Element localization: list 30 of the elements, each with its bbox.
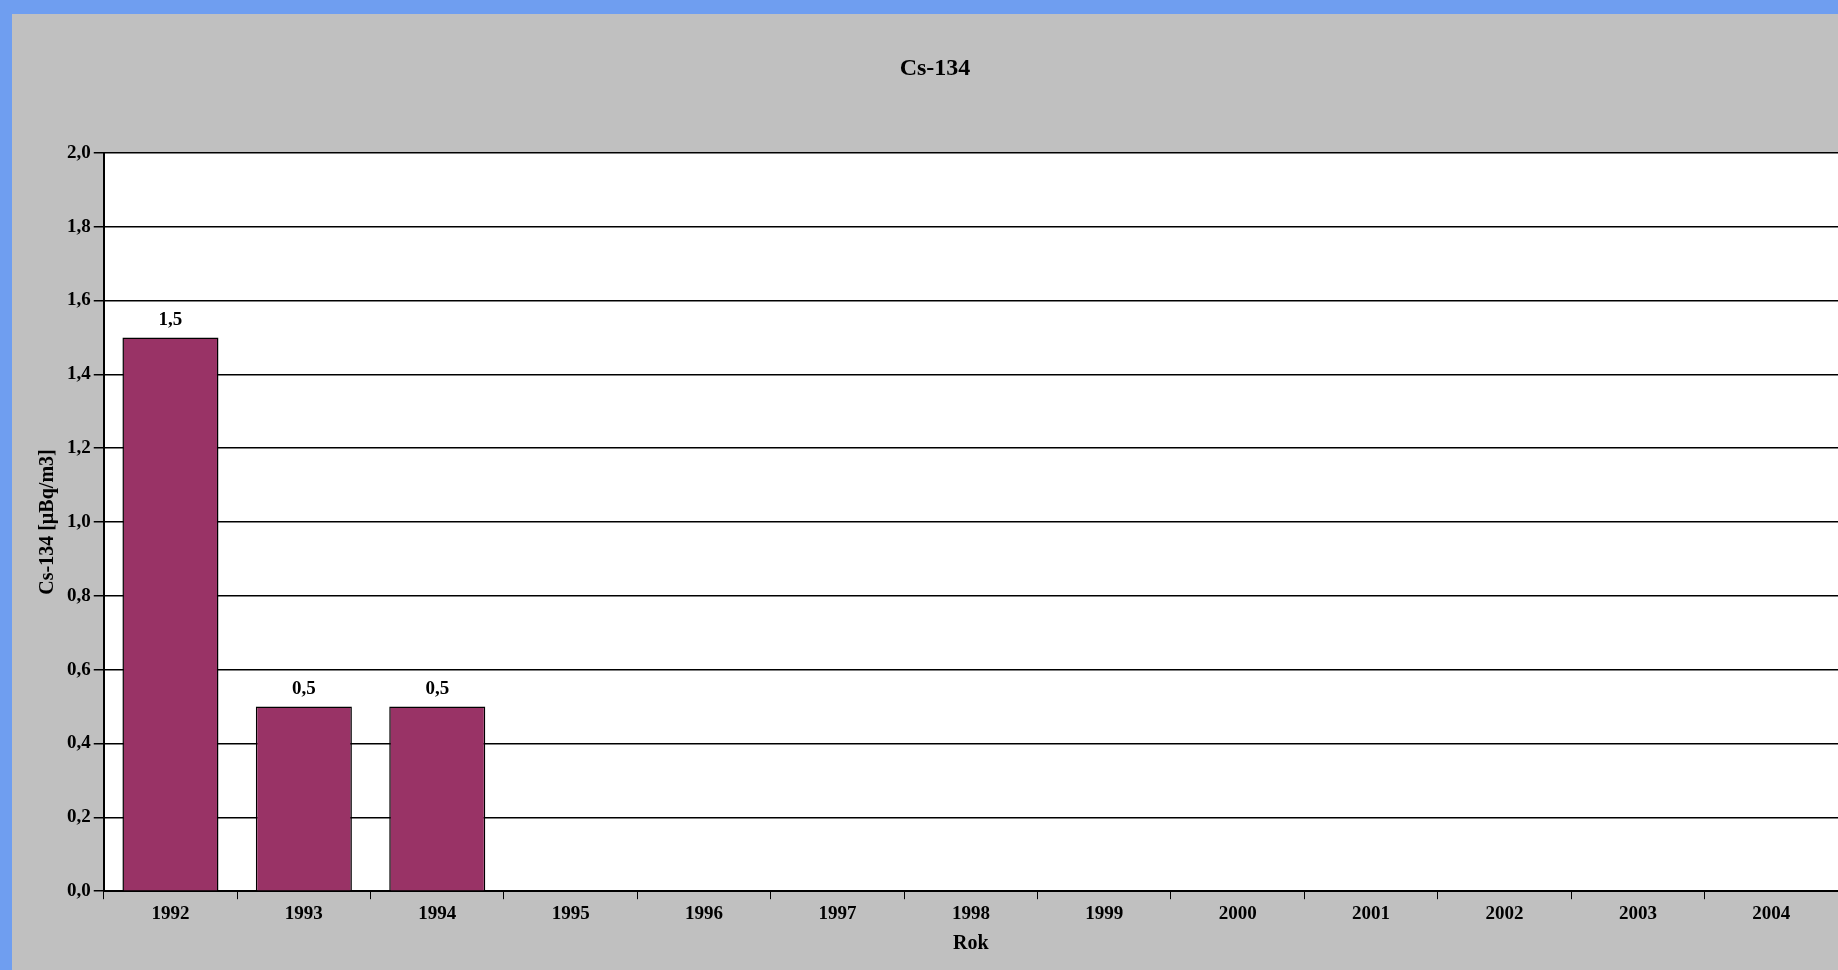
- x-tick-label: 2004: [1752, 901, 1791, 923]
- data-label: 1,5: [158, 307, 183, 329]
- y-tick-label: 1,6: [67, 288, 91, 310]
- y-tick-label: 1,2: [67, 436, 91, 458]
- x-tick-label: 1992: [151, 901, 190, 923]
- y-tick-label: 0,2: [67, 805, 91, 827]
- y-tick-label: 0,4: [67, 731, 92, 753]
- x-tick-label: 1998: [951, 901, 990, 923]
- y-tick-label: 0,6: [67, 657, 91, 679]
- x-tick-label: 1996: [685, 901, 724, 923]
- x-tick-label: 2001: [1352, 901, 1391, 923]
- y-tick-label: 0,0: [67, 879, 91, 901]
- x-tick-label: 1994: [418, 901, 457, 923]
- x-tick-label: 2000: [1218, 901, 1257, 923]
- y-tick-label: 1,0: [67, 509, 91, 531]
- y-axis-title: Cs-134 [µBq/m3]: [35, 449, 59, 595]
- y-tick-label: 0,8: [67, 583, 91, 605]
- x-axis-title: Rok: [953, 931, 990, 954]
- x-tick-label: 1993: [284, 901, 323, 923]
- x-tick-label: 1997: [818, 901, 857, 923]
- y-tick-label: 2,0: [67, 140, 91, 162]
- x-tick-label: 1995: [551, 901, 590, 923]
- chart-title: Cs-134: [899, 53, 971, 80]
- x-tick-label: 2003: [1618, 901, 1657, 923]
- y-tick-label: 1,8: [67, 214, 91, 236]
- data-label: 0,5: [291, 677, 316, 699]
- y-tick-label: 1,4: [67, 362, 92, 384]
- data-label: 0,5: [425, 677, 450, 699]
- x-tick-label: 2002: [1485, 901, 1524, 923]
- x-tick-label: 1999: [1085, 901, 1124, 923]
